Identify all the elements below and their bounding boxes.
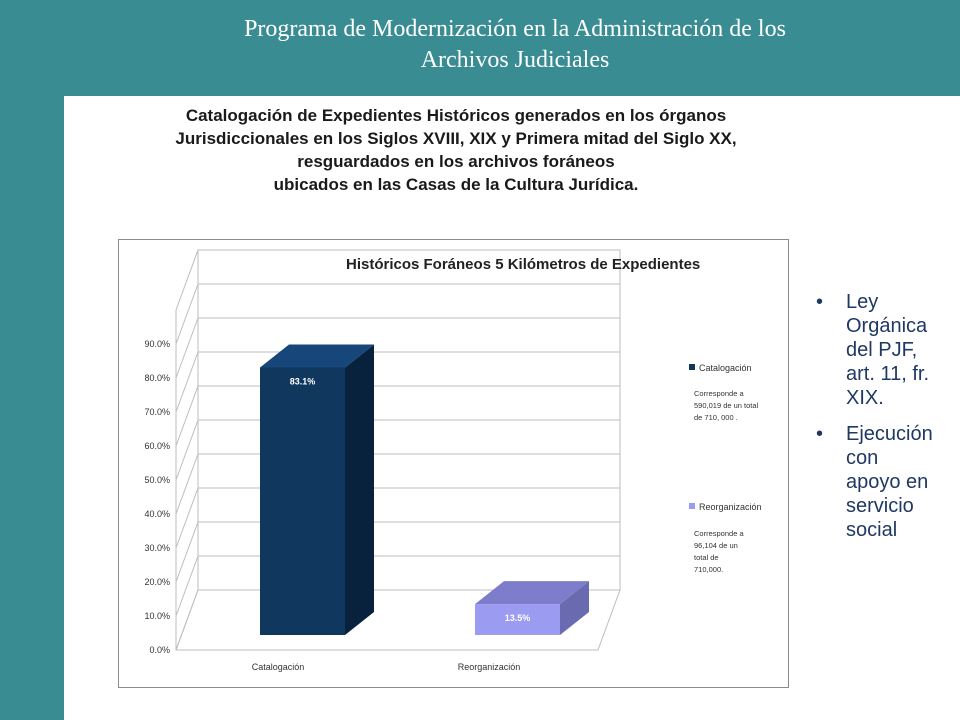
bar-top (260, 344, 374, 368)
data-label: 83.1% (290, 376, 316, 386)
bar-top (475, 581, 589, 605)
gridline (175, 521, 620, 583)
gridline (175, 317, 620, 379)
gridline (175, 487, 620, 549)
y-tick-label: 30.0% (144, 543, 170, 553)
subtitle-line-1: Catalogación de Expedientes Históricos g… (185, 106, 727, 125)
y-tick-label: 70.0% (144, 407, 170, 417)
legend-swatch (689, 503, 695, 509)
gridline (175, 589, 620, 651)
bar (260, 367, 345, 635)
y-tick-label: 50.0% (144, 475, 170, 485)
data-label: 13.5% (505, 613, 531, 623)
chart-title: Históricos Foráneos 5 Kilómetros de Expe… (346, 256, 700, 273)
y-tick-label: 20.0% (144, 577, 170, 587)
bullet-line: del PJF, (846, 339, 918, 361)
y-tick-label: 10.0% (144, 611, 170, 621)
legend-note-line: 96,104 de un (694, 541, 738, 550)
bullet-line: Ley (846, 291, 879, 313)
bullet-line: con (846, 447, 879, 469)
subtitle-line-4: ubicados en las Casas de la Cultura Jurí… (273, 175, 639, 194)
slide-subtitle: Catalogación de Expedientes Históricos g… (86, 104, 826, 196)
subtitle-line-3: resguardados en los archivos foráneos (297, 152, 615, 171)
y-tick-label: 0.0% (149, 645, 170, 655)
gridline (175, 351, 620, 413)
legend-swatch (689, 364, 695, 370)
legend-note-line: Corresponde a (694, 389, 744, 398)
bullet-line: social (846, 519, 898, 541)
legend-label: Catalogación (699, 363, 752, 373)
legend-label: Reorganización (699, 502, 762, 512)
chart-side-wall-top (175, 249, 199, 311)
legend-note-line: 590,019 de un total (694, 401, 759, 410)
y-tick-label: 60.0% (144, 441, 170, 451)
bullet-item-ejecucion: • Ejecución con apoyo en servicio social (816, 422, 956, 542)
y-tick-label: 80.0% (144, 373, 170, 383)
gridline (175, 453, 620, 515)
subtitle-line-2: Jurisdiccionales en los Siglos XVIII, XI… (175, 129, 737, 148)
gridline (175, 555, 620, 617)
y-tick-label: 40.0% (144, 509, 170, 519)
slide-title-line-1: Programa de Modernización en la Administ… (244, 16, 786, 42)
bullet-item-ley: • Ley Orgánica del PJF, art. 11, fr. XIX… (816, 290, 956, 410)
bullet-line: servicio (846, 495, 914, 517)
bar-side (345, 344, 374, 635)
legend-note-line: de 710, 000 . (694, 413, 738, 422)
bullet-list: • Ley Orgánica del PJF, art. 11, fr. XIX… (816, 290, 956, 554)
gridline (175, 283, 620, 345)
slide-title: Programa de Modernización en la Administ… (90, 14, 940, 76)
chart-frame: 0.0% 10.0% 20.0% 30.0% 40.0% 50.0% 60.0% 70.0% 8… (118, 239, 789, 688)
bullet-line: Ejecución (846, 423, 933, 445)
legend-note-line: total de (694, 553, 719, 562)
bullet-line: XIX. (846, 387, 884, 409)
gridline (175, 385, 620, 447)
legend-note-line: 710,000. (694, 565, 723, 574)
slide-title-line-2: Archivos Judiciales (420, 47, 610, 73)
y-tick-label: 90.0% (144, 339, 170, 349)
legend-note-line: Corresponde a (694, 529, 744, 538)
bullet-marker: • (816, 423, 824, 445)
x-tick-label: Catalogación (252, 662, 305, 672)
bar (475, 604, 560, 635)
x-tick-label: Reorganización (458, 662, 521, 672)
bar-side (560, 581, 589, 635)
bullet-line: apoyo en (846, 471, 929, 493)
bullet-marker: • (816, 291, 824, 313)
bullet-line: Orgánica (846, 315, 928, 337)
slide-header: Programa de Modernización en la Administ… (0, 0, 960, 92)
bullet-line: art. 11, fr. (846, 363, 929, 385)
bar-chart: 0.0% 10.0% 20.0% 30.0% 40.0% 50.0% 60.0% 70.0% 8… (144, 249, 762, 672)
gridline (175, 419, 620, 481)
